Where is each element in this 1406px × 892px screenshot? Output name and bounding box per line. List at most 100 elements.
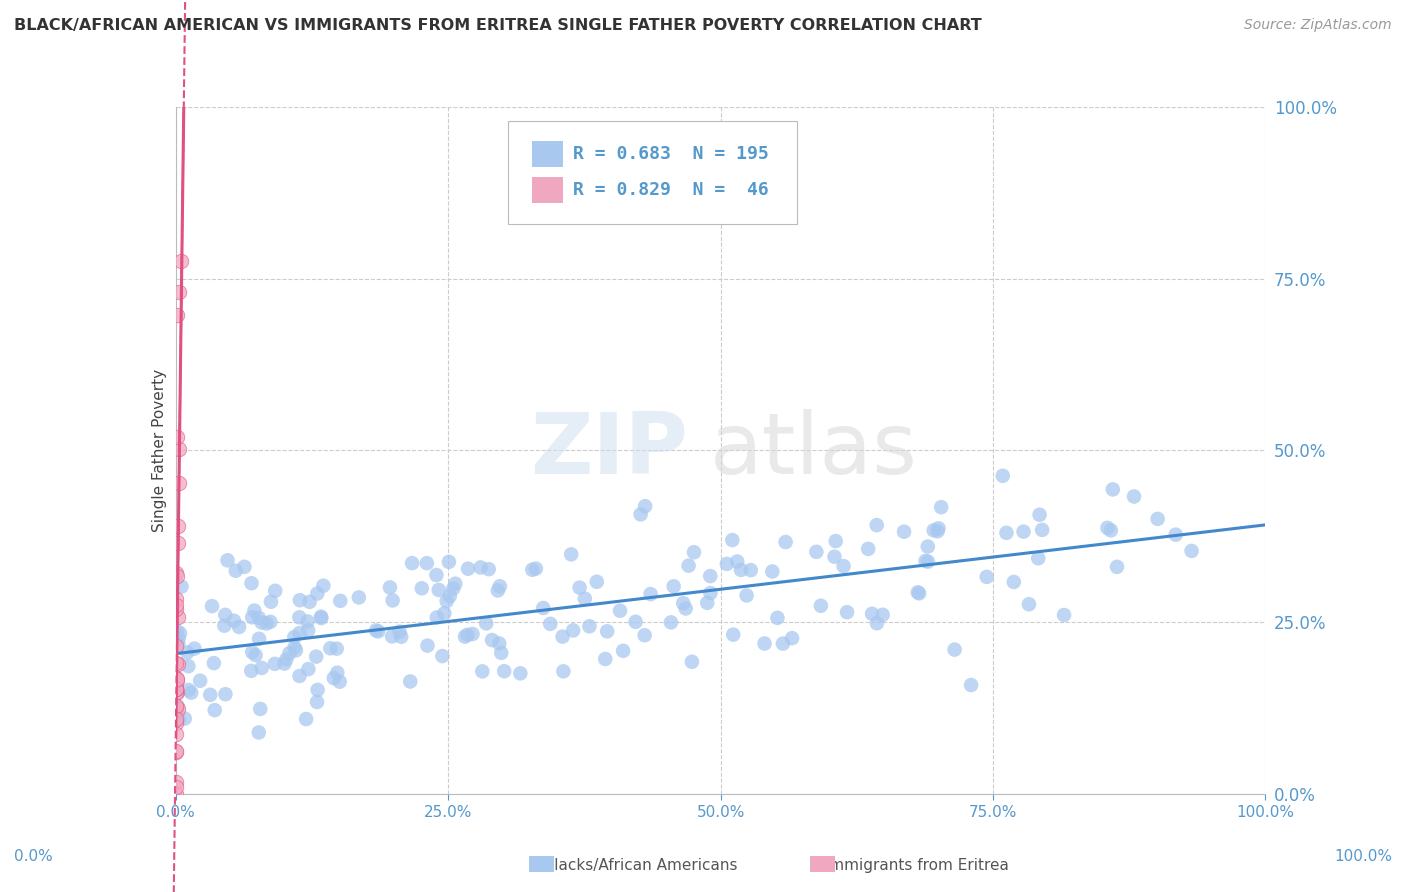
Point xyxy=(165,808,187,822)
Point xyxy=(249,702,271,716)
Point xyxy=(470,560,492,574)
Point xyxy=(699,586,721,600)
Text: R = 0.829  N =  46: R = 0.829 N = 46 xyxy=(574,181,769,199)
Point xyxy=(1105,559,1128,574)
Text: 0.0%: 0.0% xyxy=(14,849,53,863)
Point xyxy=(810,599,832,613)
Text: 100.0%: 100.0% xyxy=(1334,849,1392,863)
Point xyxy=(288,610,311,624)
Point xyxy=(730,563,752,577)
Point xyxy=(165,716,187,731)
Point xyxy=(165,671,187,685)
Point xyxy=(165,698,187,713)
Point xyxy=(381,629,404,643)
Text: ZIP: ZIP xyxy=(530,409,688,492)
Point xyxy=(1026,551,1049,566)
Point xyxy=(860,607,883,621)
Text: Immigrants from Eritrea: Immigrants from Eritrea xyxy=(815,858,1010,872)
Point xyxy=(166,657,188,671)
Point xyxy=(165,639,187,653)
Point xyxy=(165,744,187,758)
Point xyxy=(165,713,187,727)
Point xyxy=(165,805,187,819)
Point xyxy=(288,669,311,683)
Point xyxy=(298,595,321,609)
Point xyxy=(166,699,188,714)
Point xyxy=(922,523,945,537)
Point xyxy=(995,525,1018,540)
Point xyxy=(166,569,188,583)
Point xyxy=(735,589,758,603)
Point xyxy=(522,563,544,577)
Point xyxy=(917,555,939,569)
Point xyxy=(240,664,263,678)
Point xyxy=(1053,607,1076,622)
Point xyxy=(329,674,352,689)
Point xyxy=(204,703,226,717)
Point xyxy=(201,599,224,614)
Point xyxy=(494,664,516,678)
Text: Source: ZipAtlas.com: Source: ZipAtlas.com xyxy=(1244,18,1392,32)
Text: R = 0.683  N = 195: R = 0.683 N = 195 xyxy=(574,145,769,163)
Point xyxy=(165,598,187,612)
Point xyxy=(832,559,855,574)
Point xyxy=(166,685,188,699)
Point xyxy=(167,701,190,715)
Point xyxy=(624,615,647,629)
Point xyxy=(976,570,998,584)
Point xyxy=(683,545,706,559)
Point xyxy=(754,636,776,650)
Point xyxy=(347,591,370,605)
Point xyxy=(471,665,494,679)
Point xyxy=(311,611,333,625)
Point xyxy=(1099,524,1122,538)
Text: BLACK/AFRICAN AMERICAN VS IMMIGRANTS FROM ERITREA SINGLE FATHER POVERTY CORRELAT: BLACK/AFRICAN AMERICAN VS IMMIGRANTS FRO… xyxy=(14,18,981,33)
Point xyxy=(165,681,187,696)
Point xyxy=(166,710,188,724)
Point xyxy=(240,645,263,659)
Point xyxy=(165,846,187,860)
Point xyxy=(214,618,236,632)
Point xyxy=(866,518,889,533)
Point xyxy=(436,594,458,608)
Point xyxy=(509,666,531,681)
Point xyxy=(681,655,703,669)
Point xyxy=(288,593,311,607)
Point xyxy=(166,673,188,687)
Point xyxy=(295,712,318,726)
Point xyxy=(233,559,256,574)
Point xyxy=(177,683,200,698)
Point xyxy=(173,712,195,726)
Point xyxy=(1180,544,1202,558)
Point xyxy=(1031,523,1053,537)
Point xyxy=(1002,574,1025,589)
Point xyxy=(305,695,328,709)
Point xyxy=(721,533,744,547)
Point xyxy=(381,593,404,607)
Point xyxy=(772,637,794,651)
Point xyxy=(454,630,477,644)
Point xyxy=(169,626,191,640)
Point xyxy=(725,554,748,568)
Point xyxy=(478,562,501,576)
Point xyxy=(1101,483,1123,497)
Point xyxy=(389,630,412,644)
Point xyxy=(165,788,187,802)
Point xyxy=(578,619,600,633)
Point xyxy=(326,665,349,680)
Point xyxy=(165,726,187,740)
Point xyxy=(240,576,263,591)
FancyBboxPatch shape xyxy=(508,120,797,224)
Y-axis label: Single Father Poverty: Single Father Poverty xyxy=(152,369,167,532)
Point xyxy=(444,576,467,591)
Point xyxy=(167,713,190,727)
Point xyxy=(531,601,554,615)
Point xyxy=(176,645,198,659)
Point xyxy=(553,665,575,679)
Point xyxy=(806,545,828,559)
Point xyxy=(675,601,697,615)
Point xyxy=(165,890,187,892)
Point xyxy=(761,565,783,579)
Point xyxy=(634,499,657,513)
Point xyxy=(943,642,966,657)
